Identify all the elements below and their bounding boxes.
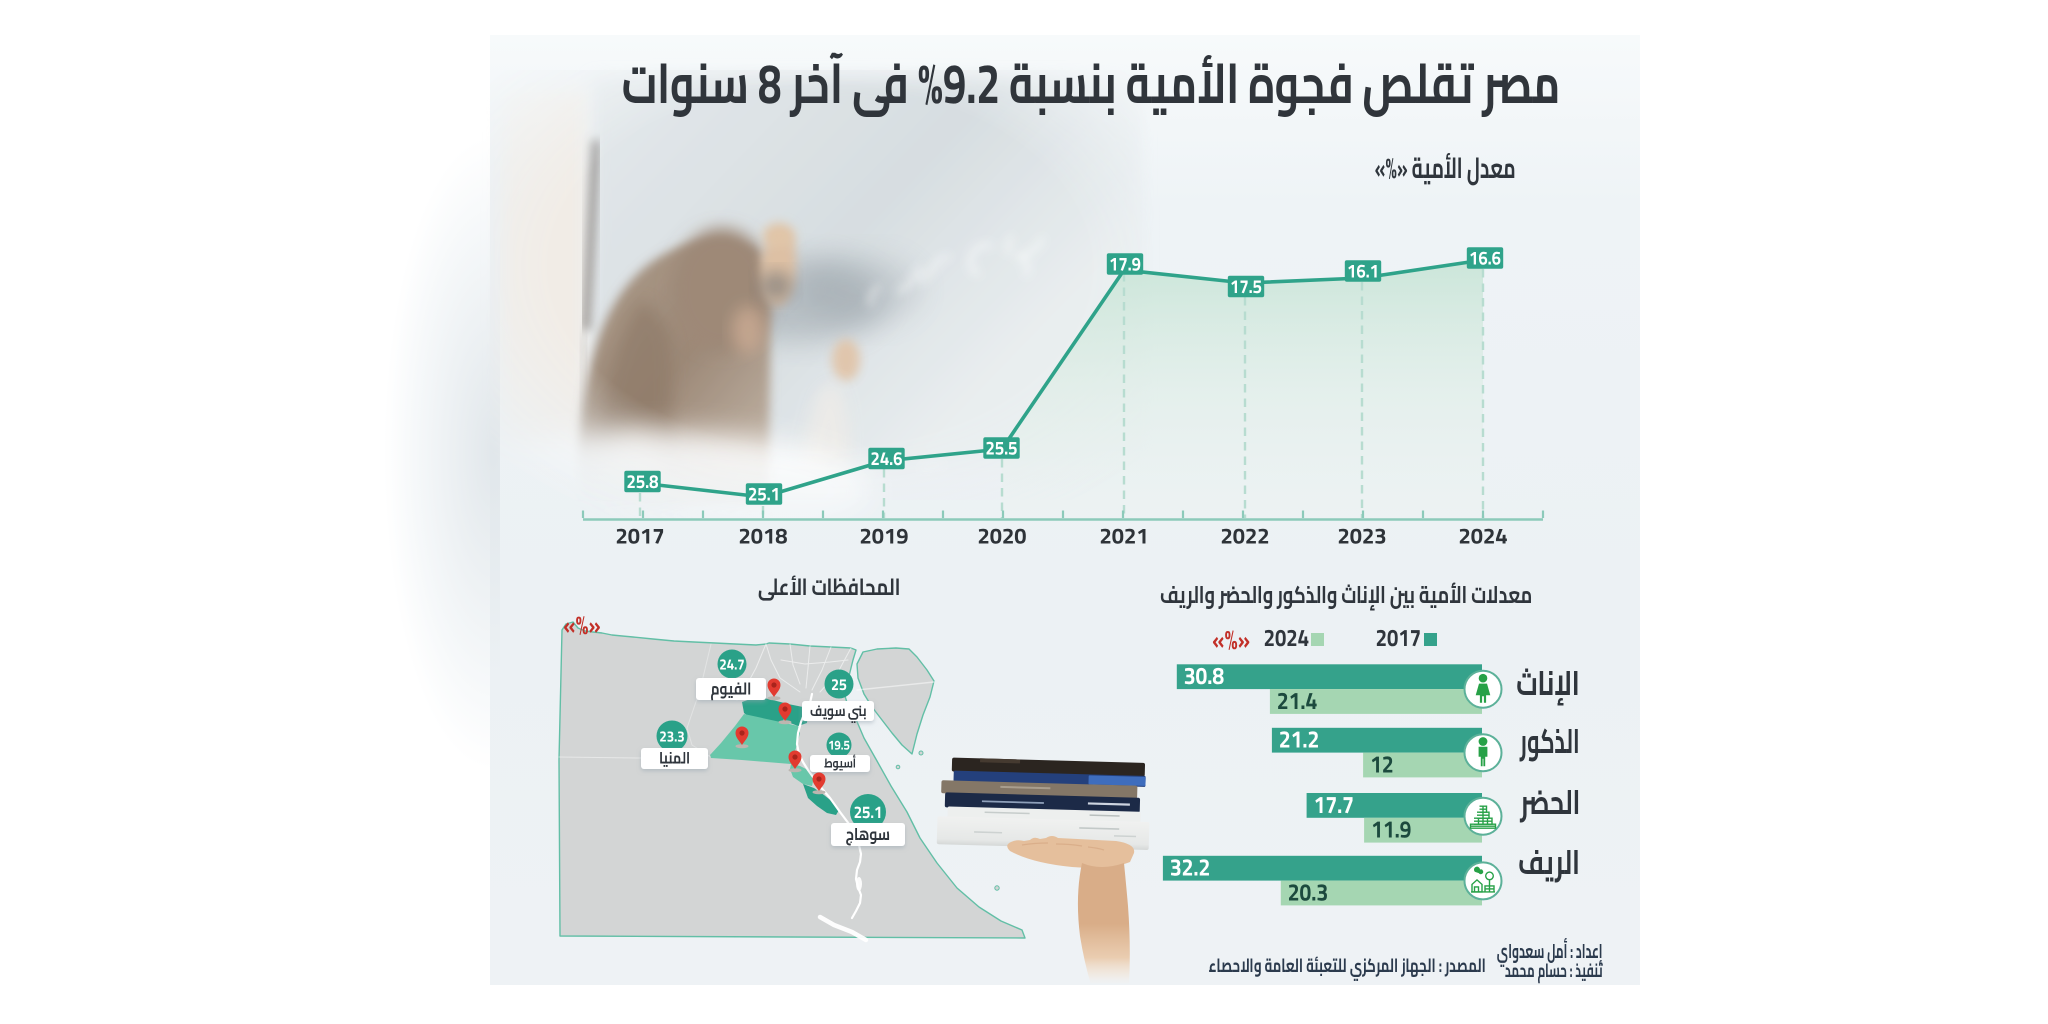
svg-text:16.6: 16.6 <box>1469 241 1501 276</box>
svg-text:2022: 2022 <box>1221 515 1270 557</box>
svg-text:11.9: 11.9 <box>1371 807 1411 852</box>
svg-text:17.7: 17.7 <box>1314 782 1354 827</box>
svg-text:2018: 2018 <box>739 515 788 557</box>
svg-text:25: 25 <box>831 669 847 700</box>
svg-text:20.3: 20.3 <box>1288 870 1328 915</box>
svg-text:17.5: 17.5 <box>1230 270 1262 305</box>
svg-text:16.1: 16.1 <box>1347 254 1379 289</box>
svg-text:19.5: 19.5 <box>828 733 850 757</box>
svg-text:2017: 2017 <box>1376 620 1421 660</box>
svg-text:24.6: 24.6 <box>871 442 903 477</box>
svg-text:2020: 2020 <box>978 515 1027 557</box>
svg-text:2021: 2021 <box>1100 515 1149 557</box>
svg-text:12: 12 <box>1370 742 1393 787</box>
svg-text:30.8: 30.8 <box>1184 653 1224 698</box>
svg-text:23.3: 23.3 <box>659 723 684 751</box>
svg-text:2023: 2023 <box>1338 515 1387 557</box>
svg-text:21.4: 21.4 <box>1277 678 1317 723</box>
svg-text:2019: 2019 <box>860 515 909 557</box>
svg-text:2024: 2024 <box>1264 620 1309 660</box>
svg-text:25.5: 25.5 <box>986 431 1018 466</box>
svg-text:أسيوط: أسيوط <box>824 751 856 775</box>
svg-text:25.8: 25.8 <box>627 465 659 500</box>
svg-text:2024: 2024 <box>1459 515 1508 557</box>
svg-text:بني سويف: بني سويف <box>810 696 867 725</box>
svg-text:24.7: 24.7 <box>719 651 744 679</box>
svg-text:2017: 2017 <box>616 515 665 557</box>
svg-text:«%»: «%» <box>563 600 600 649</box>
svg-text:«%»: «%» <box>1212 620 1250 664</box>
svg-text:سوهاج: سوهاج <box>846 818 891 850</box>
svg-text:32.2: 32.2 <box>1170 845 1210 890</box>
svg-text:المنيا: المنيا <box>659 744 690 774</box>
svg-text:الفيوم: الفيوم <box>711 672 752 704</box>
svg-text:21.2: 21.2 <box>1279 717 1319 762</box>
svg-text:25.1: 25.1 <box>748 477 780 512</box>
svg-text:17.9: 17.9 <box>1109 247 1141 282</box>
